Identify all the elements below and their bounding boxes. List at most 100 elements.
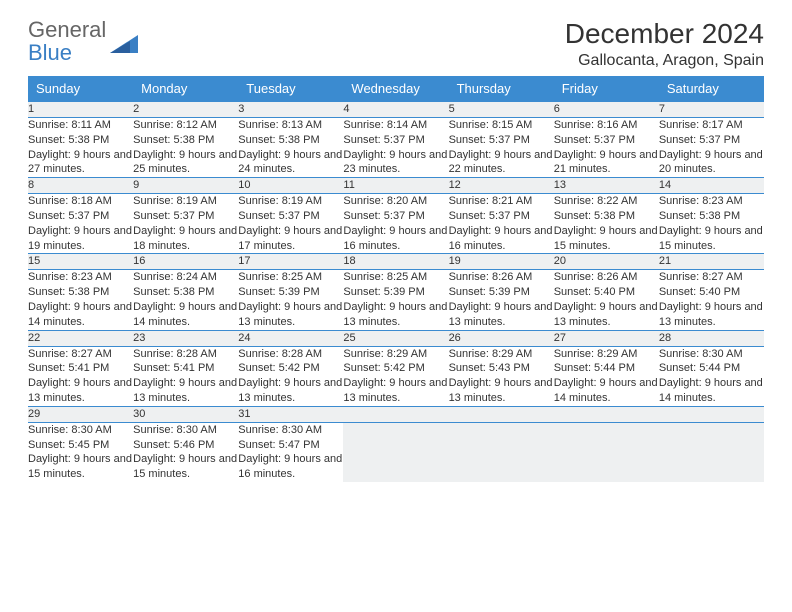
- day-detail-cell: [449, 422, 554, 482]
- day-number-cell: [343, 406, 448, 422]
- day-detail-cell: Sunrise: 8:13 AMSunset: 5:38 PMDaylight:…: [238, 117, 343, 177]
- day-detail-cell: Sunrise: 8:16 AMSunset: 5:37 PMDaylight:…: [554, 117, 659, 177]
- day-number-cell: 7: [659, 102, 764, 118]
- daylight-text: Daylight: 9 hours and 24 minutes.: [238, 148, 343, 178]
- day-detail-cell: Sunrise: 8:22 AMSunset: 5:38 PMDaylight:…: [554, 194, 659, 254]
- sunrise-text: Sunrise: 8:23 AM: [659, 194, 764, 209]
- daylight-text: Daylight: 9 hours and 25 minutes.: [133, 148, 238, 178]
- day-number-cell: 2: [133, 102, 238, 118]
- daylight-text: Daylight: 9 hours and 17 minutes.: [238, 224, 343, 254]
- day-number-cell: 28: [659, 330, 764, 346]
- day-number-cell: 13: [554, 178, 659, 194]
- sunrise-text: Sunrise: 8:25 AM: [238, 270, 343, 285]
- daylight-text: Daylight: 9 hours and 13 minutes.: [659, 300, 764, 330]
- day-number-cell: 3: [238, 102, 343, 118]
- day-number-cell: 29: [28, 406, 133, 422]
- day-number-cell: 26: [449, 330, 554, 346]
- sunset-text: Sunset: 5:37 PM: [238, 209, 343, 224]
- day-detail-cell: Sunrise: 8:30 AMSunset: 5:46 PMDaylight:…: [133, 422, 238, 482]
- daylight-text: Daylight: 9 hours and 13 minutes.: [554, 300, 659, 330]
- sunrise-text: Sunrise: 8:20 AM: [343, 194, 448, 209]
- sunset-text: Sunset: 5:42 PM: [238, 361, 343, 376]
- sunrise-text: Sunrise: 8:21 AM: [449, 194, 554, 209]
- location: Gallocanta, Aragon, Spain: [565, 52, 764, 70]
- day-detail-cell: Sunrise: 8:11 AMSunset: 5:38 PMDaylight:…: [28, 117, 133, 177]
- weekday-header: Monday: [133, 76, 238, 102]
- daylight-text: Daylight: 9 hours and 15 minutes.: [554, 224, 659, 254]
- logo: General Blue: [28, 18, 138, 64]
- day-number-cell: 23: [133, 330, 238, 346]
- daylight-text: Daylight: 9 hours and 13 minutes.: [238, 300, 343, 330]
- day-number-cell: 12: [449, 178, 554, 194]
- daylight-text: Daylight: 9 hours and 13 minutes.: [133, 376, 238, 406]
- daylight-text: Daylight: 9 hours and 16 minutes.: [238, 452, 343, 482]
- day-number-cell: 8: [28, 178, 133, 194]
- day-detail-row: Sunrise: 8:23 AMSunset: 5:38 PMDaylight:…: [28, 270, 764, 330]
- daylight-text: Daylight: 9 hours and 14 minutes.: [554, 376, 659, 406]
- daylight-text: Daylight: 9 hours and 15 minutes.: [133, 452, 238, 482]
- daylight-text: Daylight: 9 hours and 13 minutes.: [343, 300, 448, 330]
- day-number-cell: 22: [28, 330, 133, 346]
- day-number-cell: 20: [554, 254, 659, 270]
- day-detail-cell: Sunrise: 8:29 AMSunset: 5:44 PMDaylight:…: [554, 346, 659, 406]
- sunrise-text: Sunrise: 8:13 AM: [238, 118, 343, 133]
- sunset-text: Sunset: 5:46 PM: [133, 438, 238, 453]
- sunrise-text: Sunrise: 8:25 AM: [343, 270, 448, 285]
- calendar-table: Sunday Monday Tuesday Wednesday Thursday…: [28, 76, 764, 482]
- daylight-text: Daylight: 9 hours and 13 minutes.: [449, 376, 554, 406]
- sunset-text: Sunset: 5:37 PM: [449, 209, 554, 224]
- weekday-header: Thursday: [449, 76, 554, 102]
- day-detail-row: Sunrise: 8:30 AMSunset: 5:45 PMDaylight:…: [28, 422, 764, 482]
- day-detail-cell: Sunrise: 8:18 AMSunset: 5:37 PMDaylight:…: [28, 194, 133, 254]
- day-number-cell: [449, 406, 554, 422]
- day-detail-row: Sunrise: 8:18 AMSunset: 5:37 PMDaylight:…: [28, 194, 764, 254]
- day-number-cell: 19: [449, 254, 554, 270]
- sunrise-text: Sunrise: 8:22 AM: [554, 194, 659, 209]
- day-detail-cell: Sunrise: 8:28 AMSunset: 5:42 PMDaylight:…: [238, 346, 343, 406]
- sunset-text: Sunset: 5:42 PM: [343, 361, 448, 376]
- sunset-text: Sunset: 5:39 PM: [449, 285, 554, 300]
- day-detail-cell: Sunrise: 8:25 AMSunset: 5:39 PMDaylight:…: [238, 270, 343, 330]
- day-number-cell: [659, 406, 764, 422]
- day-detail-cell: Sunrise: 8:14 AMSunset: 5:37 PMDaylight:…: [343, 117, 448, 177]
- sunset-text: Sunset: 5:39 PM: [343, 285, 448, 300]
- sunset-text: Sunset: 5:44 PM: [659, 361, 764, 376]
- day-detail-cell: Sunrise: 8:26 AMSunset: 5:39 PMDaylight:…: [449, 270, 554, 330]
- sunset-text: Sunset: 5:45 PM: [28, 438, 133, 453]
- daylight-text: Daylight: 9 hours and 15 minutes.: [28, 452, 133, 482]
- day-number-row: 293031: [28, 406, 764, 422]
- day-number-cell: 5: [449, 102, 554, 118]
- day-detail-cell: Sunrise: 8:19 AMSunset: 5:37 PMDaylight:…: [238, 194, 343, 254]
- weekday-header: Sunday: [28, 76, 133, 102]
- day-detail-cell: [343, 422, 448, 482]
- day-number-cell: 31: [238, 406, 343, 422]
- sunrise-text: Sunrise: 8:19 AM: [238, 194, 343, 209]
- header: General Blue December 2024 Gallocanta, A…: [28, 18, 764, 70]
- sunrise-text: Sunrise: 8:11 AM: [28, 118, 133, 133]
- day-detail-cell: Sunrise: 8:29 AMSunset: 5:42 PMDaylight:…: [343, 346, 448, 406]
- day-detail-cell: [659, 422, 764, 482]
- daylight-text: Daylight: 9 hours and 13 minutes.: [28, 376, 133, 406]
- daylight-text: Daylight: 9 hours and 18 minutes.: [133, 224, 238, 254]
- day-detail-cell: Sunrise: 8:30 AMSunset: 5:45 PMDaylight:…: [28, 422, 133, 482]
- sunset-text: Sunset: 5:37 PM: [133, 209, 238, 224]
- sunrise-text: Sunrise: 8:30 AM: [133, 423, 238, 438]
- daylight-text: Daylight: 9 hours and 19 minutes.: [28, 224, 133, 254]
- day-detail-cell: Sunrise: 8:17 AMSunset: 5:37 PMDaylight:…: [659, 117, 764, 177]
- day-detail-cell: Sunrise: 8:12 AMSunset: 5:38 PMDaylight:…: [133, 117, 238, 177]
- sunset-text: Sunset: 5:41 PM: [133, 361, 238, 376]
- day-detail-cell: Sunrise: 8:27 AMSunset: 5:40 PMDaylight:…: [659, 270, 764, 330]
- logo-line1: General: [28, 18, 106, 41]
- sunset-text: Sunset: 5:37 PM: [554, 133, 659, 148]
- day-detail-cell: Sunrise: 8:23 AMSunset: 5:38 PMDaylight:…: [28, 270, 133, 330]
- day-detail-cell: Sunrise: 8:15 AMSunset: 5:37 PMDaylight:…: [449, 117, 554, 177]
- sunrise-text: Sunrise: 8:27 AM: [28, 347, 133, 362]
- day-detail-cell: [554, 422, 659, 482]
- day-detail-cell: Sunrise: 8:30 AMSunset: 5:44 PMDaylight:…: [659, 346, 764, 406]
- day-number-cell: 11: [343, 178, 448, 194]
- day-detail-cell: Sunrise: 8:24 AMSunset: 5:38 PMDaylight:…: [133, 270, 238, 330]
- day-number-cell: 14: [659, 178, 764, 194]
- daylight-text: Daylight: 9 hours and 13 minutes.: [449, 300, 554, 330]
- sunrise-text: Sunrise: 8:15 AM: [449, 118, 554, 133]
- daylight-text: Daylight: 9 hours and 14 minutes.: [133, 300, 238, 330]
